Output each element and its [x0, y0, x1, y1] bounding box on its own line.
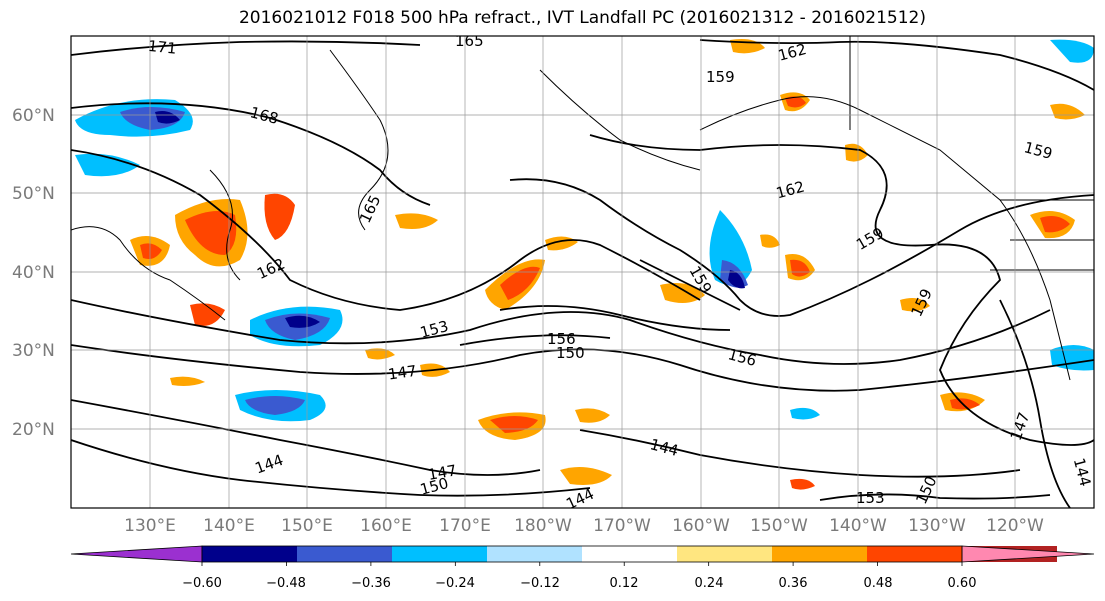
colorbar-tick-labels: −0.60 −0.48 −0.36 −0.24 −0.12 0.12 0.24 … [182, 576, 976, 591]
colorbar-tick-label: −0.36 [351, 576, 391, 591]
map-frame [70, 35, 1095, 509]
colorbar-box [297, 546, 392, 562]
lon-label: 130°W [908, 516, 966, 536]
colorbar-tick-label: −0.60 [182, 576, 222, 591]
contour-label: 171 [147, 37, 177, 58]
colorbar-box [677, 546, 772, 562]
colorbar-tick-label: 0.12 [610, 576, 639, 591]
coastlines [71, 36, 1094, 381]
colorbar-tick-label: 0.60 [948, 576, 977, 591]
contour-label: 159 [706, 68, 735, 86]
lon-label: 140°E [203, 516, 255, 536]
lat-label: 60°N [12, 106, 55, 126]
colorbar-frame [201, 545, 963, 563]
lat-label: 50°N [12, 184, 55, 204]
colorbar-extend-min [70, 545, 203, 563]
lon-label: 120°W [986, 516, 1044, 536]
colorbar-ticks [201, 562, 963, 566]
anomaly-fill-patches [75, 39, 1094, 490]
map-title: 2016021012 F018 500 hPa refract., IVT La… [238, 8, 926, 28]
lon-label: 130°E [124, 516, 176, 536]
colorbar-box [392, 546, 487, 562]
contour-label: 153 [856, 489, 885, 507]
colorbar-box [202, 546, 297, 562]
lon-label: 150°W [750, 516, 808, 536]
contour-label: 150 [556, 344, 585, 362]
colorbar-tick-label: −0.24 [435, 576, 475, 591]
longitude-labels: 130°E 140°E 150°E 160°E 170°E 180°W 170°… [124, 516, 1044, 536]
graticule [71, 36, 1094, 508]
colorbar-tick-label: 0.36 [779, 576, 808, 591]
colorbar-tick-label: −0.12 [520, 576, 560, 591]
colorbar-box [867, 546, 962, 562]
contour-label: 165 [455, 32, 484, 50]
contour-label: 156 [547, 330, 576, 348]
colorbar-tick-label: 0.48 [864, 576, 893, 591]
colorbar-tick-label: 0.24 [695, 576, 724, 591]
lon-label: 150°E [281, 516, 333, 536]
lon-label: 160°W [672, 516, 730, 536]
lon-label: 170°E [439, 516, 491, 536]
lon-label: 160°E [360, 516, 412, 536]
colorbar-box [487, 546, 582, 562]
contour-label: 147 [387, 362, 418, 384]
contour-label: 147 [427, 461, 458, 484]
colorbar-boxes [70, 545, 1095, 563]
lon-label: 140°W [829, 516, 887, 536]
lon-label: 170°W [593, 516, 651, 536]
latitude-labels: 60°N 50°N 40°N 30°N 20°N [12, 106, 55, 440]
colorbar-box [582, 546, 677, 562]
lon-label: 180°W [514, 516, 572, 536]
colorbar-box [772, 546, 867, 562]
colorbar: −0.60 −0.48 −0.36 −0.24 −0.12 0.12 0.24 … [70, 545, 1095, 591]
lat-label: 40°N [12, 263, 55, 283]
lat-label: 30°N [12, 341, 55, 361]
colorbar-tick-label: −0.48 [266, 576, 306, 591]
lat-label: 20°N [12, 420, 55, 440]
